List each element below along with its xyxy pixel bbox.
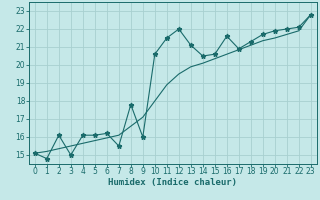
X-axis label: Humidex (Indice chaleur): Humidex (Indice chaleur) (108, 178, 237, 187)
